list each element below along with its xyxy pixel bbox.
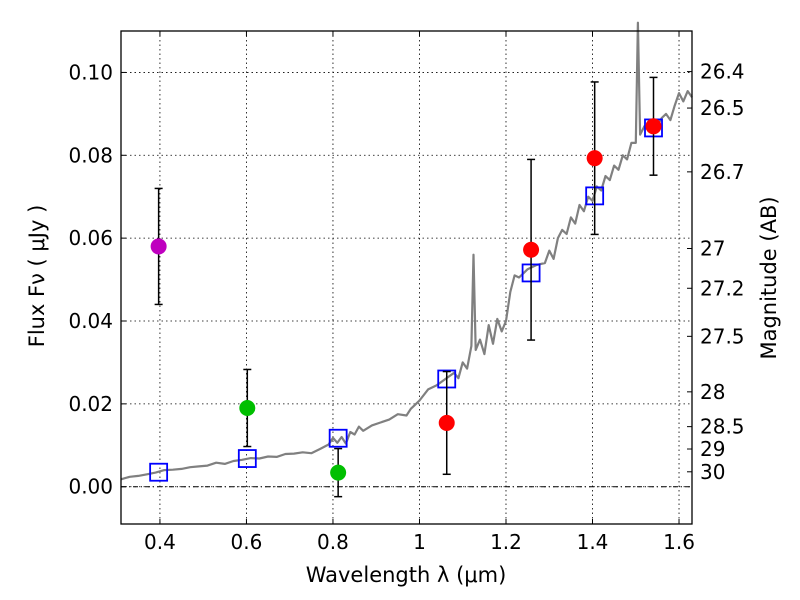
y-tick-label: 0.10: [68, 60, 113, 84]
x-tick-label: 1.6: [663, 530, 695, 554]
observed-flux-point: [150, 238, 167, 255]
observed-flux-point: [523, 241, 540, 258]
y-tick-label: 0.04: [68, 309, 113, 333]
y-axis-label: Flux Fν ( μJy ): [25, 205, 49, 348]
tick-marks: [121, 31, 692, 524]
plot-frame: [120, 30, 693, 525]
observed-flux-point: [438, 414, 455, 431]
model-flux-marker: [237, 449, 257, 468]
x-tick-label: 1.2: [490, 530, 522, 554]
x-tick-label: 0.6: [231, 530, 263, 554]
y-tick-label: 0.02: [68, 392, 113, 416]
y-tick-label: 0.06: [68, 226, 113, 250]
magnitude-tick-label: 26.5: [700, 96, 745, 120]
x-tick-label: 0.8: [317, 530, 349, 554]
magnitude-tick-label: 28.5: [700, 415, 745, 439]
x-tick-labels: 0.4 0.6 0.8 1 1.2 1.4 1.6: [144, 530, 695, 554]
magnitude-tick-label: 29: [700, 437, 725, 461]
template-sed-layer: [120, 21, 693, 481]
observed-flux-point: [586, 150, 603, 167]
magnitude-tick-label: 27: [700, 237, 725, 261]
magnitude-tick-label: 30: [700, 460, 725, 484]
observed-flux-point: [239, 400, 256, 416]
observed-points-layer: [150, 76, 662, 498]
right-y-axis-label: Magnitude (AB): [757, 196, 781, 359]
y-tick-label: 0.08: [68, 143, 113, 167]
magnitude-tick-label: 26.7: [700, 160, 745, 184]
x-tick-label: 0.4: [144, 530, 176, 554]
magnitude-tick-label: 26.4: [700, 60, 745, 84]
y-tick-label: 0.00: [68, 475, 113, 499]
x-axis-label: Wavelength λ (μm): [306, 563, 507, 587]
model-points-layer: [149, 118, 663, 482]
magnitude-tick-label: 27.2: [700, 276, 745, 300]
template-sed-line: [120, 21, 693, 481]
x-tick-label: 1.4: [577, 530, 609, 554]
model-flux-marker: [328, 428, 348, 448]
grid-lines: [121, 31, 692, 524]
x-tick-label: 1: [413, 530, 426, 554]
observed-flux-point: [330, 464, 347, 481]
magnitude-tick-label: 28: [700, 380, 725, 404]
observed-flux-point: [645, 118, 662, 135]
model-flux-marker: [149, 462, 169, 482]
y-tick-labels: 0.00 0.02 0.04 0.06 0.08 0.10: [68, 60, 113, 498]
magnitude-tick-label: 27.5: [700, 324, 745, 348]
